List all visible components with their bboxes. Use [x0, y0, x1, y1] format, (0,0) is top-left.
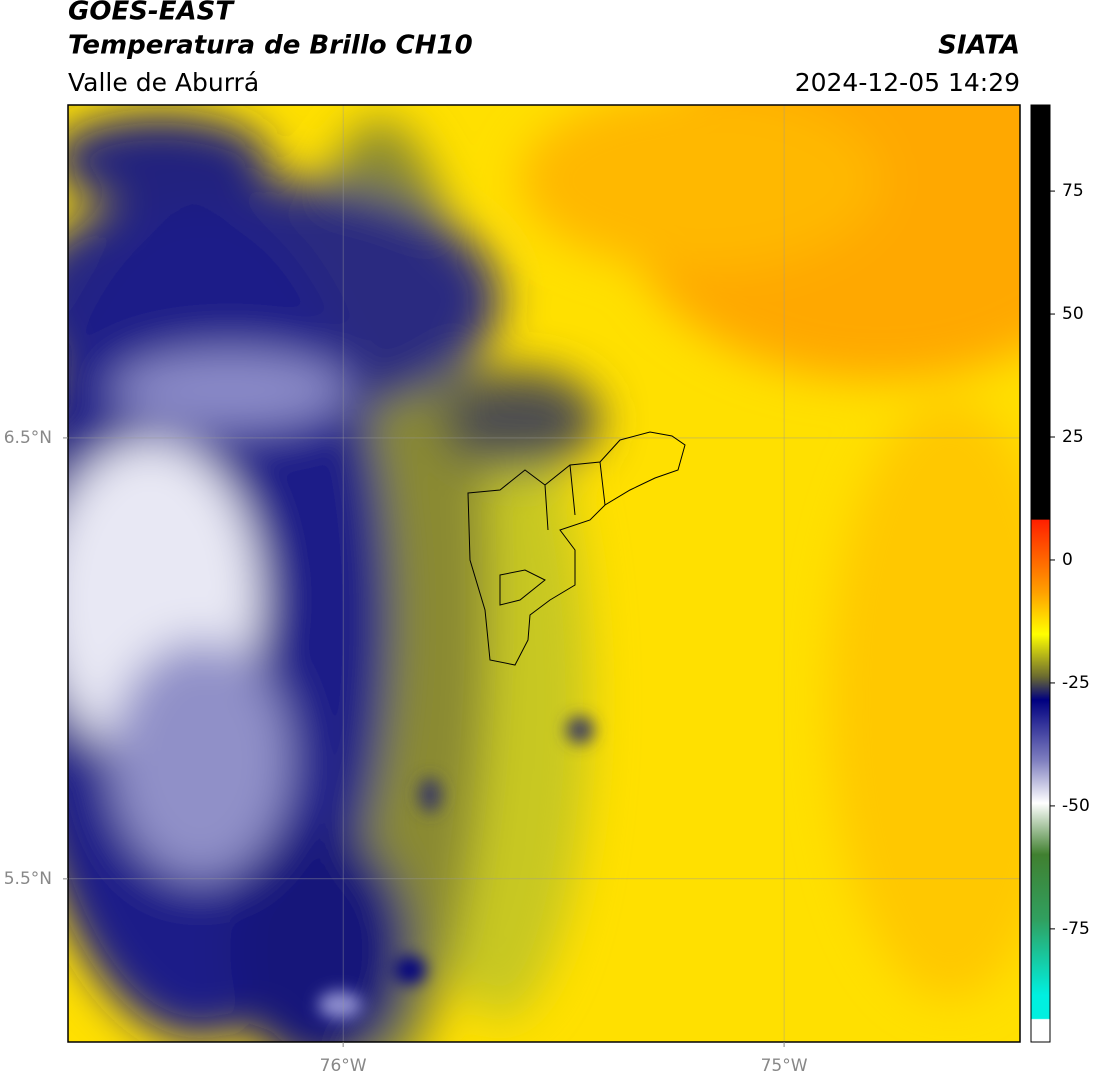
x-tick-label: 76°W [320, 1056, 367, 1076]
subtitle: Temperatura de Brillo CH10 [68, 31, 473, 61]
map-frame [67, 104, 1021, 1043]
colorbar-tick-label: -50 [1062, 796, 1090, 816]
y-tick-label: 5.5°N [4, 869, 52, 889]
datetime: 2024-12-05 14:29 [795, 68, 1020, 97]
region: Valle de Aburrá [68, 68, 259, 97]
colorbar-tick-label: 0 [1062, 550, 1073, 570]
satellite-image [68, 105, 1020, 1042]
y-tick-label: 6.5°N [4, 428, 52, 448]
colorbar-tick-label: 75 [1062, 181, 1084, 201]
title: GOES-EAST [68, 0, 235, 27]
municipal-boundaries [467, 431, 686, 666]
colorbar-tick-label: -75 [1062, 919, 1090, 939]
colorbar-tick-label: 50 [1062, 304, 1084, 324]
colorbar-tick-label: 25 [1062, 427, 1084, 447]
source: SIATA [938, 31, 1020, 61]
colorbar-tick-label: -25 [1062, 673, 1090, 693]
colorbar-ticks: 75 50 25 0 -25 -50 -75 [1050, 181, 1090, 939]
colorbar [1030, 104, 1051, 1043]
graticule [68, 105, 1020, 1042]
x-tick-label: 75°W [761, 1056, 808, 1076]
